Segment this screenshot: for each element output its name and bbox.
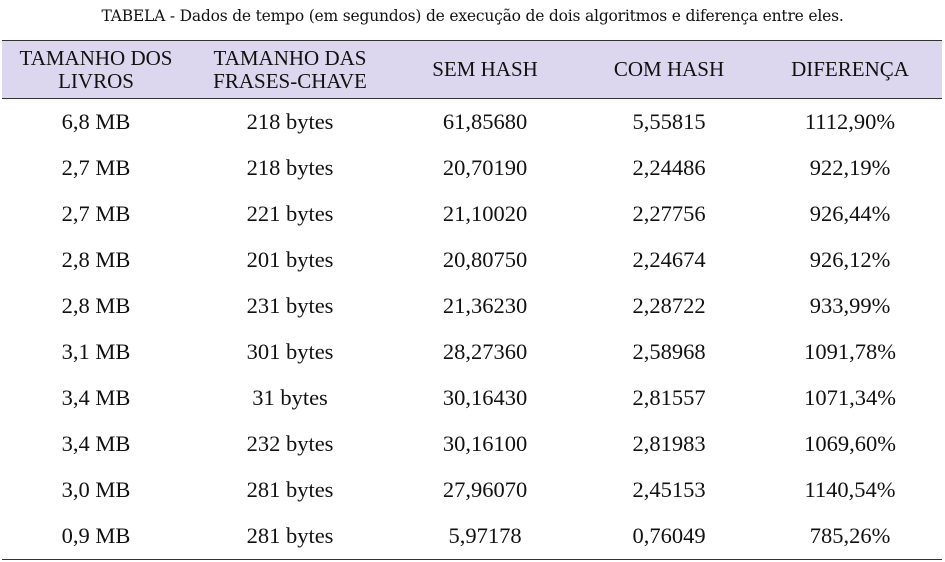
cell-book-size: 2,7 MB	[61, 201, 131, 226]
cell-with-hash: 0,76049	[580, 513, 758, 560]
cell-difference: 933,99%	[809, 293, 891, 318]
cell-without-hash: 21,36230	[442, 293, 528, 318]
cell-with-hash: 2,28722	[632, 293, 706, 318]
cell-without-hash: 27,96070	[442, 477, 528, 502]
cell-difference: 926,44%	[809, 201, 891, 226]
cell-keyphrase-size: 232 bytes	[246, 431, 334, 456]
table-row: 6,8 MB 218 bytes 61,85680 5,55815 1112,9…	[2, 99, 942, 146]
table-row: 3,4 MB 31 bytes 30,16430 2,81557 1071,34…	[2, 375, 942, 421]
cell-book-size: 3,1 MB	[61, 339, 131, 364]
cell-without-hash: 30,16100	[442, 431, 528, 456]
table-row: 2,8 MB 231 bytes 21,36230 2,28722 933,99…	[2, 283, 942, 329]
table-row: 2,7 MB 221 bytes 21,10020 2,27756 926,44…	[2, 191, 942, 237]
table-row: 2,7 MB 218 bytes 20,70190 2,24486 922,19…	[2, 145, 942, 191]
cell-with-hash: 2,27756	[632, 201, 706, 226]
cell-keyphrase-size: 281 bytes	[246, 477, 334, 502]
table-row: 3,1 MB 301 bytes 28,27360 2,58968 1091,7…	[2, 329, 942, 375]
cell-difference: 1112,90%	[804, 109, 896, 134]
cell-book-size: 2,8 MB	[61, 293, 131, 318]
cell-keyphrase-size: 31 bytes	[252, 385, 328, 410]
cell-keyphrase-size: 218 bytes	[246, 155, 334, 180]
cell-keyphrase-size: 201 bytes	[246, 247, 334, 272]
cell-keyphrase-size: 231 bytes	[246, 293, 334, 318]
cell-book-size: 3,4 MB	[61, 431, 131, 456]
column-header-without-hash: SEM HASH	[390, 40, 580, 99]
cell-difference: 1069,60%	[804, 431, 896, 456]
cell-book-size: 6,8 MB	[61, 109, 131, 134]
column-header-keyphrase-size: TAMANHO DAS FRASES-CHAVE	[190, 40, 390, 99]
column-header-book-size: TAMANHO DOS LIVROS	[2, 40, 190, 99]
table-row: 3,4 MB 232 bytes 30,16100 2,81983 1069,6…	[2, 421, 942, 467]
table-row: 0,9 MB 281 bytes 5,97178 0,76049 785,26%	[2, 513, 942, 560]
cell-book-size: 0,9 MB	[2, 513, 190, 560]
cell-without-hash: 20,80750	[442, 247, 528, 272]
column-header-with-hash: COM HASH	[580, 40, 758, 99]
cell-keyphrase-size: 301 bytes	[246, 339, 334, 364]
column-header-difference: DIFERENÇA	[758, 40, 942, 99]
cell-with-hash: 2,58968	[632, 339, 706, 364]
cell-with-hash: 2,24674	[632, 247, 706, 272]
cell-without-hash: 61,85680	[442, 109, 528, 134]
cell-difference: 922,19%	[809, 155, 891, 180]
cell-book-size: 2,7 MB	[61, 155, 131, 180]
cell-with-hash: 5,55815	[632, 109, 706, 134]
cell-difference: 785,26%	[758, 513, 942, 560]
cell-book-size: 2,8 MB	[61, 247, 131, 272]
cell-with-hash: 2,81557	[632, 385, 706, 410]
cell-keyphrase-size: 281 bytes	[190, 513, 390, 560]
cell-keyphrase-size: 218 bytes	[246, 109, 334, 134]
header-row: TAMANHO DOS LIVROS TAMANHO DAS FRASES-CH…	[2, 40, 942, 99]
table-body: 6,8 MB 218 bytes 61,85680 5,55815 1112,9…	[2, 99, 942, 560]
cell-without-hash: 28,27360	[442, 339, 528, 364]
data-table: TAMANHO DOS LIVROS TAMANHO DAS FRASES-CH…	[2, 40, 942, 560]
cell-without-hash: 20,70190	[442, 155, 528, 180]
cell-difference: 1140,54%	[804, 477, 896, 502]
table-caption: TABELA - Dados de tempo (em segundos) de…	[101, 7, 844, 25]
table-header: TAMANHO DOS LIVROS TAMANHO DAS FRASES-CH…	[2, 40, 942, 99]
cell-difference: 1091,78%	[804, 339, 896, 364]
table-row: 3,0 MB 281 bytes 27,96070 2,45153 1140,5…	[2, 467, 942, 513]
cell-difference: 1071,34%	[804, 385, 896, 410]
cell-without-hash: 30,16430	[442, 385, 528, 410]
cell-keyphrase-size: 221 bytes	[246, 201, 334, 226]
cell-with-hash: 2,45153	[632, 477, 706, 502]
cell-with-hash: 2,24486	[632, 155, 706, 180]
table-row: 2,8 MB 201 bytes 20,80750 2,24674 926,12…	[2, 237, 942, 283]
cell-difference: 926,12%	[809, 247, 891, 272]
cell-book-size: 3,4 MB	[61, 385, 131, 410]
cell-with-hash: 2,81983	[632, 431, 706, 456]
cell-book-size: 3,0 MB	[61, 477, 131, 502]
cell-without-hash: 21,10020	[442, 201, 528, 226]
cell-without-hash: 5,97178	[390, 513, 580, 560]
